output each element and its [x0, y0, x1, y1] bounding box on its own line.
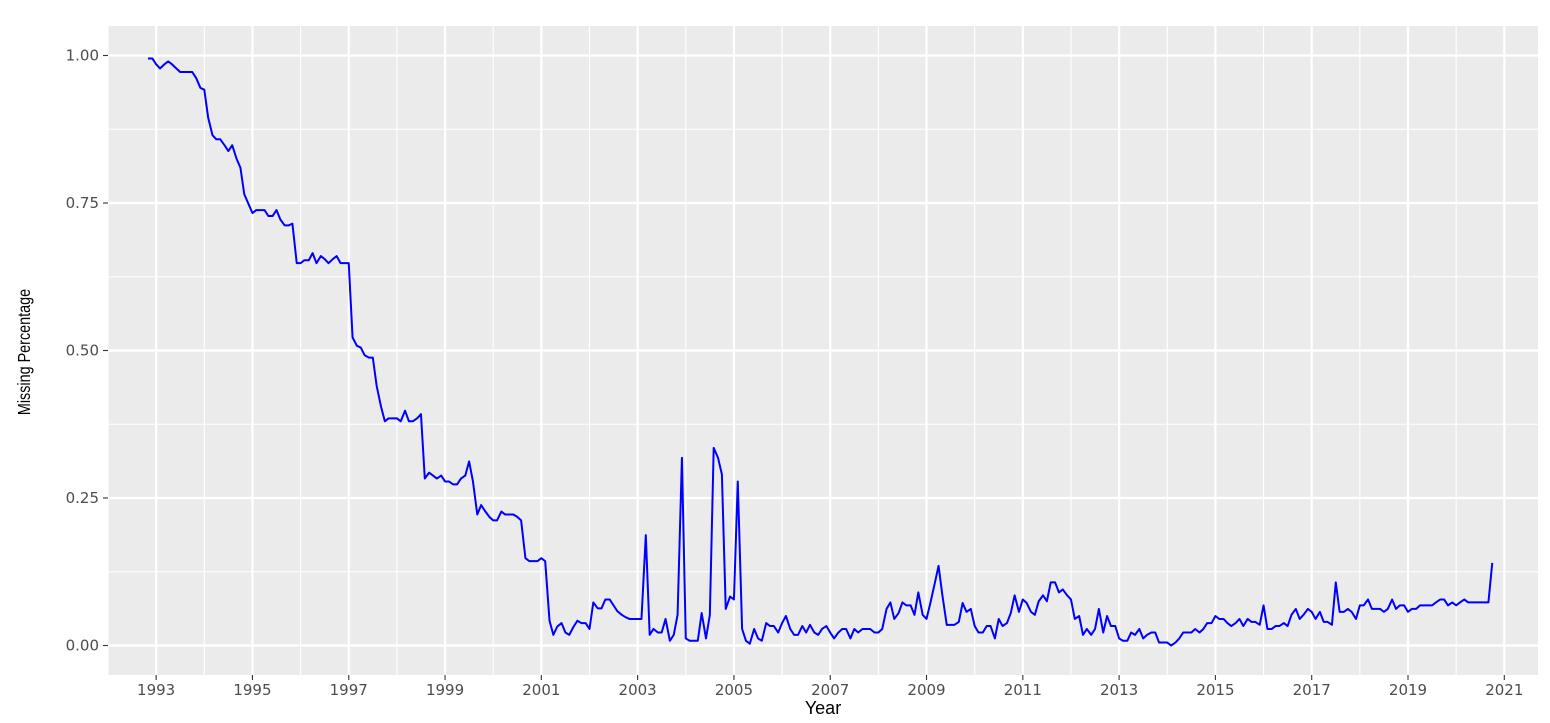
y-tick-label: 0.50	[66, 342, 99, 360]
x-tick-label: 2007	[811, 681, 849, 699]
x-tick-label: 2009	[907, 681, 945, 699]
y-tick-label: 1.00	[66, 47, 99, 65]
x-tick-label: 1995	[233, 681, 271, 699]
y-tick-label: 0.75	[66, 194, 99, 212]
series-layer	[147, 57, 1494, 647]
x-tick-label: 1999	[426, 681, 464, 699]
x-tick-label: 1997	[330, 681, 368, 699]
x-tick-label: 2015	[1196, 681, 1234, 699]
x-axis-ticks: 1993 1995 1997 1999 2001 2003 2005 2007 2009 2011…	[137, 675, 1523, 699]
x-tick-label: 2011	[1004, 681, 1042, 699]
series-line	[147, 57, 1494, 647]
x-tick-label: 2017	[1293, 681, 1331, 699]
y-tick-label: 0.25	[66, 489, 99, 507]
y-axis-ticks: 0.00 0.25 0.50 0.75 1.00	[66, 47, 108, 655]
x-tick-label: 2005	[715, 681, 753, 699]
x-tick-label: 2019	[1389, 681, 1427, 699]
major-gridlines	[108, 26, 1538, 675]
y-tick-label: 0.00	[66, 637, 99, 655]
x-tick-label: 2003	[619, 681, 657, 699]
x-axis-title: Year	[805, 698, 841, 718]
y-axis-title: Missing Percentage	[15, 289, 35, 415]
x-tick-label: 2021	[1485, 681, 1523, 699]
x-tick-label: 1993	[137, 681, 175, 699]
x-tick-label: 2001	[522, 681, 560, 699]
x-tick-label: 2013	[1100, 681, 1138, 699]
